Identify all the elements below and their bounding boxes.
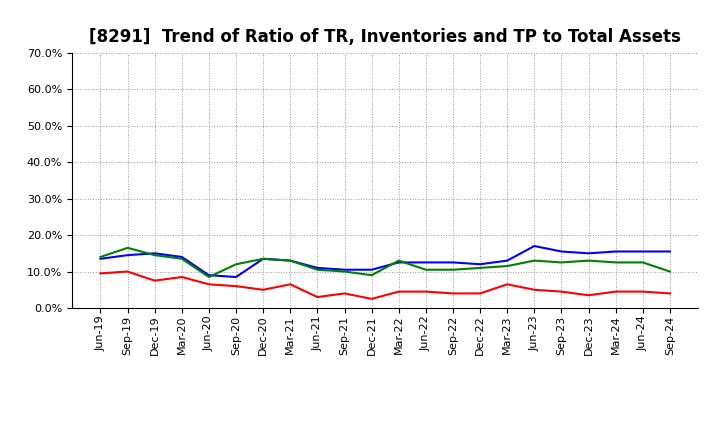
Inventories bbox=[123, 253, 132, 258]
Trade Receivables bbox=[611, 289, 620, 294]
Inventories bbox=[530, 243, 539, 249]
Trade Payables bbox=[421, 267, 430, 272]
Line: Inventories: Inventories bbox=[101, 246, 670, 277]
Trade Payables bbox=[204, 275, 213, 280]
Trade Payables bbox=[665, 269, 674, 274]
Line: Trade Receivables: Trade Receivables bbox=[101, 271, 670, 299]
Trade Payables bbox=[584, 258, 593, 263]
Trade Receivables bbox=[313, 294, 322, 300]
Line: Trade Payables: Trade Payables bbox=[101, 248, 670, 277]
Trade Receivables bbox=[150, 278, 159, 283]
Trade Payables bbox=[123, 245, 132, 250]
Trade Receivables bbox=[96, 271, 105, 276]
Trade Payables bbox=[259, 256, 268, 261]
Trade Payables bbox=[341, 269, 349, 274]
Trade Receivables bbox=[367, 296, 376, 301]
Trade Payables bbox=[557, 260, 566, 265]
Inventories bbox=[639, 249, 647, 254]
Inventories bbox=[178, 254, 186, 260]
Trade Receivables bbox=[476, 291, 485, 296]
Trade Payables bbox=[313, 267, 322, 272]
Inventories bbox=[449, 260, 457, 265]
Trade Payables bbox=[395, 258, 403, 263]
Trade Payables bbox=[476, 265, 485, 271]
Trade Payables bbox=[449, 267, 457, 272]
Trade Receivables bbox=[449, 291, 457, 296]
Trade Payables bbox=[232, 262, 240, 267]
Trade Receivables bbox=[341, 291, 349, 296]
Inventories bbox=[96, 256, 105, 261]
Inventories bbox=[611, 249, 620, 254]
Trade Receivables bbox=[421, 289, 430, 294]
Trade Receivables bbox=[503, 282, 511, 287]
Trade Payables bbox=[286, 258, 294, 263]
Trade Receivables bbox=[639, 289, 647, 294]
Inventories bbox=[503, 258, 511, 263]
Trade Payables bbox=[150, 253, 159, 258]
Trade Payables bbox=[178, 256, 186, 261]
Trade Payables bbox=[367, 272, 376, 278]
Inventories bbox=[476, 262, 485, 267]
Trade Receivables bbox=[259, 287, 268, 293]
Inventories bbox=[150, 251, 159, 256]
Trade Receivables bbox=[395, 289, 403, 294]
Trade Receivables bbox=[665, 291, 674, 296]
Trade Receivables bbox=[584, 293, 593, 298]
Trade Receivables bbox=[530, 287, 539, 293]
Inventories bbox=[259, 256, 268, 261]
Inventories bbox=[665, 249, 674, 254]
Trade Receivables bbox=[123, 269, 132, 274]
Inventories bbox=[395, 260, 403, 265]
Inventories bbox=[313, 265, 322, 271]
Inventories bbox=[204, 272, 213, 278]
Trade Receivables bbox=[557, 289, 566, 294]
Inventories bbox=[584, 251, 593, 256]
Trade Receivables bbox=[204, 282, 213, 287]
Inventories bbox=[421, 260, 430, 265]
Inventories bbox=[232, 275, 240, 280]
Inventories bbox=[367, 267, 376, 272]
Trade Receivables bbox=[286, 282, 294, 287]
Trade Receivables bbox=[232, 283, 240, 289]
Trade Payables bbox=[611, 260, 620, 265]
Inventories bbox=[286, 258, 294, 263]
Inventories bbox=[341, 267, 349, 272]
Title: [8291]  Trend of Ratio of TR, Inventories and TP to Total Assets: [8291] Trend of Ratio of TR, Inventories… bbox=[89, 28, 681, 46]
Trade Payables bbox=[503, 264, 511, 269]
Trade Receivables bbox=[178, 275, 186, 280]
Trade Payables bbox=[639, 260, 647, 265]
Inventories bbox=[557, 249, 566, 254]
Trade Payables bbox=[530, 258, 539, 263]
Trade Payables bbox=[96, 254, 105, 260]
